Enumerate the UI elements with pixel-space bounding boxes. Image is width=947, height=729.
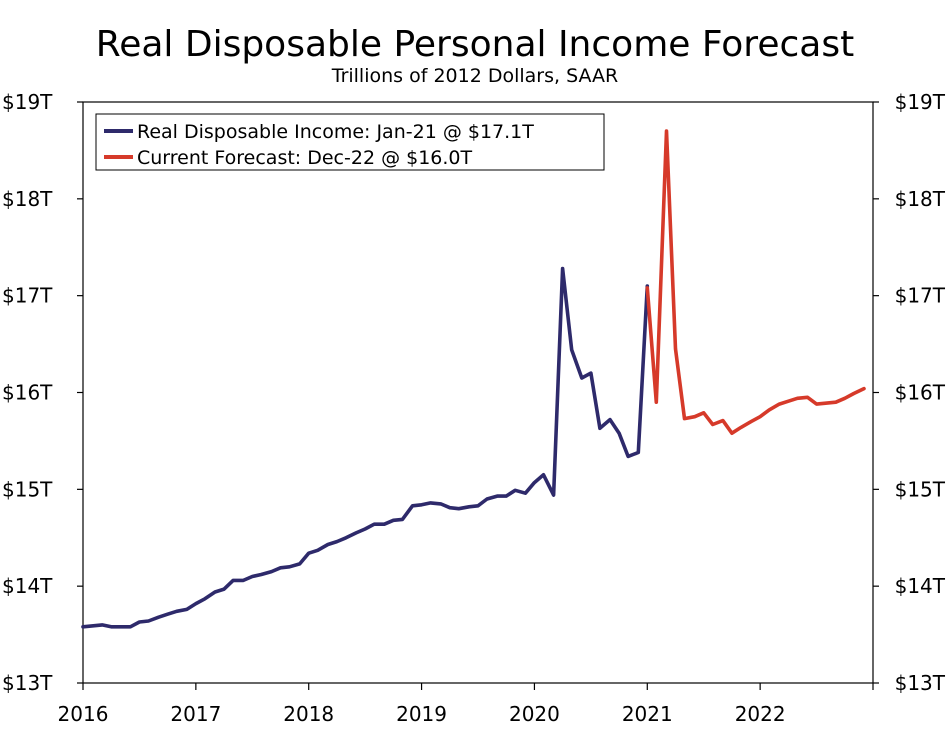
y-tick-label-right: $15T bbox=[895, 477, 946, 501]
x-tick-label: 2018 bbox=[283, 702, 334, 725]
x-tick-label: 2019 bbox=[396, 702, 447, 725]
series-lines bbox=[81, 129, 866, 629]
legend-label-current-forecast: Current Forecast: Dec-22 @ $16.0T bbox=[137, 147, 473, 169]
plot-frame bbox=[82, 101, 874, 684]
x-tick-label: 2021 bbox=[622, 702, 673, 725]
y-tick-label-left: $17T bbox=[2, 284, 53, 308]
legend: Real Disposable Income: Jan-21 @ $17.1T … bbox=[95, 113, 605, 171]
legend-label-real-disposable-income: Real Disposable Income: Jan-21 @ $17.1T bbox=[137, 121, 534, 143]
x-tick-label: 2017 bbox=[170, 702, 221, 725]
y-tick-label-left: $14T bbox=[2, 574, 53, 598]
x-tick-label: 2016 bbox=[58, 702, 109, 725]
y-tick-label-right: $18T bbox=[895, 187, 946, 211]
y-tick-label-left: $15T bbox=[2, 477, 53, 501]
legend-box bbox=[95, 113, 605, 171]
y-tick-label-right: $16T bbox=[895, 381, 946, 405]
y-tick-label-right: $14T bbox=[895, 574, 946, 598]
series-real-disposable-income bbox=[81, 266, 650, 629]
y-tick-label-left: $18T bbox=[2, 187, 53, 211]
y-tick-label-right: $13T bbox=[895, 671, 946, 695]
y-tick-label-left: $19T bbox=[2, 90, 53, 114]
y-tick-label-left: $16T bbox=[2, 381, 53, 405]
chart-title: Real Disposable Personal Income Forecast bbox=[96, 24, 854, 65]
series-current-forecast bbox=[645, 129, 866, 436]
axes bbox=[82, 101, 874, 684]
tick-marks: $13T $13T $14T $14T $15T $15T $16T $16T $17T $17T… bbox=[2, 90, 946, 726]
chart-subtitle: Trillions of 2012 Dollars, SAAR bbox=[331, 65, 618, 87]
y-tick-label-right: $19T bbox=[895, 90, 946, 114]
x-tick-label: 2020 bbox=[509, 702, 560, 725]
y-tick-label-right: $17T bbox=[895, 284, 946, 308]
y-tick-label-left: $13T bbox=[2, 671, 53, 695]
x-tick-label: 2022 bbox=[735, 702, 786, 725]
